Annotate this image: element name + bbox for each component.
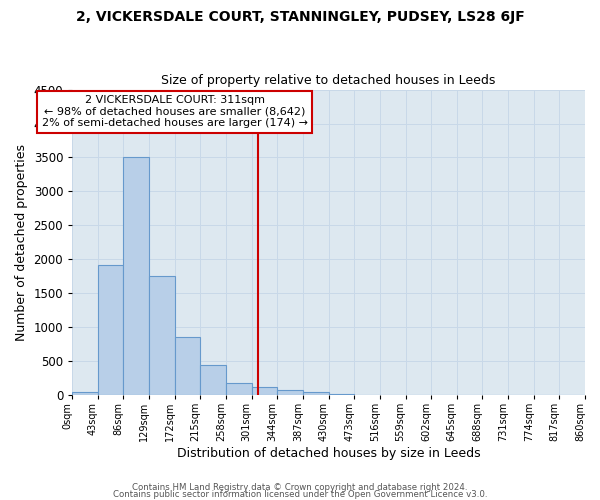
- Title: Size of property relative to detached houses in Leeds: Size of property relative to detached ho…: [161, 74, 496, 87]
- Bar: [149, 276, 175, 395]
- X-axis label: Distribution of detached houses by size in Leeds: Distribution of detached houses by size …: [177, 447, 481, 460]
- Text: Contains public sector information licensed under the Open Government Licence v3: Contains public sector information licen…: [113, 490, 487, 499]
- Bar: [124, 158, 149, 395]
- Text: Contains HM Land Registry data © Crown copyright and database right 2024.: Contains HM Land Registry data © Crown c…: [132, 484, 468, 492]
- Bar: [72, 392, 98, 395]
- Bar: [251, 387, 277, 395]
- Bar: [329, 394, 354, 395]
- Bar: [98, 264, 124, 395]
- Bar: [175, 336, 200, 395]
- Bar: [200, 364, 226, 395]
- Bar: [226, 383, 251, 395]
- Text: 2, VICKERSDALE COURT, STANNINGLEY, PUDSEY, LS28 6JF: 2, VICKERSDALE COURT, STANNINGLEY, PUDSE…: [76, 10, 524, 24]
- Bar: [277, 390, 303, 395]
- Text: 2 VICKERSDALE COURT: 311sqm
← 98% of detached houses are smaller (8,642)
2% of s: 2 VICKERSDALE COURT: 311sqm ← 98% of det…: [42, 95, 308, 128]
- Y-axis label: Number of detached properties: Number of detached properties: [15, 144, 28, 341]
- Bar: [303, 392, 329, 395]
